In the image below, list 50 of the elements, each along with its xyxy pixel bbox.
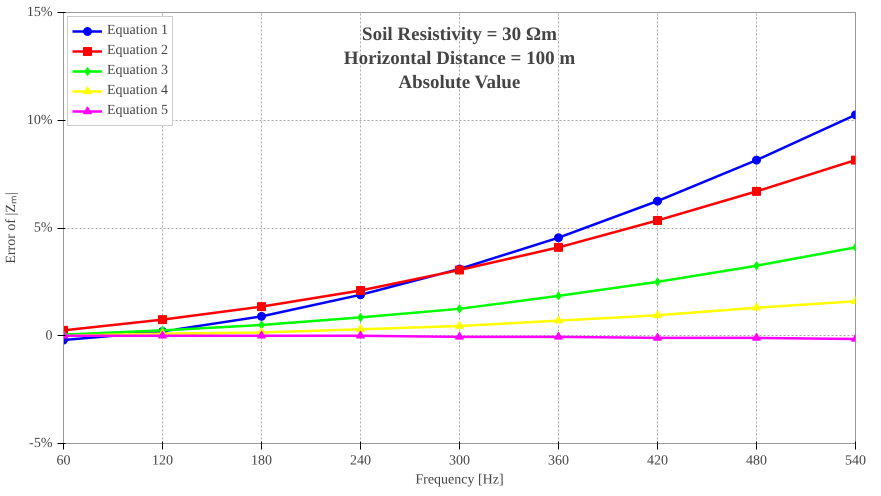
point	[257, 330, 266, 339]
x-axis-title: Frequency [Hz]	[415, 472, 504, 488]
point	[653, 332, 662, 341]
point	[356, 330, 365, 339]
x-tick-label: 540	[845, 454, 866, 468]
point	[753, 261, 760, 270]
point	[258, 320, 265, 330]
y-tick-label: 10%	[26, 112, 53, 128]
x-tick-label: 420	[647, 454, 668, 468]
x-tick-label: 240	[350, 454, 371, 468]
y-axis-title: Error of |Zₘ|	[4, 192, 19, 264]
y-tick-label: -5%	[29, 436, 53, 451]
point	[356, 286, 365, 295]
point	[653, 216, 662, 225]
legend-label: Equation 5	[107, 103, 168, 119]
point	[752, 156, 761, 165]
point	[752, 186, 761, 196]
point	[456, 304, 463, 314]
point	[158, 315, 167, 324]
legend-label: Equation 3	[107, 63, 168, 79]
point	[455, 332, 464, 340]
point	[555, 291, 562, 300]
point	[752, 302, 761, 311]
point	[357, 312, 364, 322]
point	[356, 324, 365, 332]
point	[257, 312, 266, 321]
point	[554, 332, 563, 340]
point	[554, 233, 563, 242]
point	[554, 242, 563, 252]
y-tick-label: 5%	[34, 220, 53, 236]
x-tick-label: 360	[548, 454, 569, 468]
x-tick-label: 300	[449, 454, 470, 468]
y-tick-label: 0	[46, 328, 52, 344]
point	[752, 332, 761, 341]
text: Soil Resistivity = 30 Ωm Horizontal Distance = 100 m Absolute Value	[344, 24, 576, 93]
point	[653, 196, 662, 206]
point	[158, 330, 167, 339]
point	[653, 310, 662, 318]
point	[554, 316, 563, 324]
legend-label: Equation 1	[107, 23, 168, 39]
x-tick-label: 120	[152, 454, 173, 468]
legend-label: Equation 4	[107, 83, 168, 99]
x-tick-label: 480	[746, 454, 767, 468]
point	[257, 302, 266, 312]
point	[455, 320, 464, 329]
x-tick-label: 180	[251, 454, 272, 468]
x-tick-label: 60	[56, 454, 70, 468]
y-tick-label: 15%	[26, 5, 53, 20]
legend-label: Equation 2	[107, 43, 168, 59]
point	[654, 277, 661, 286]
